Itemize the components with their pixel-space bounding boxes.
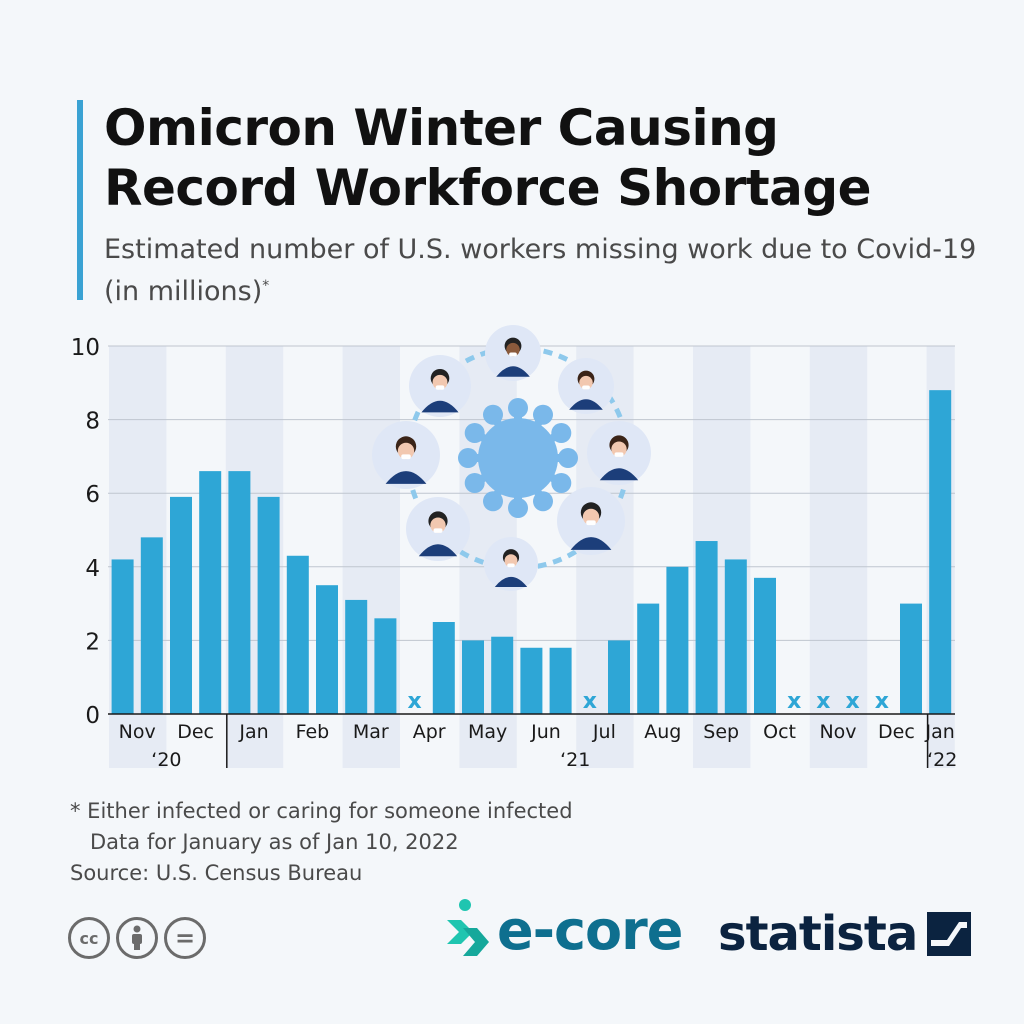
by-icon[interactable] [116, 917, 158, 959]
y-tick-label: 6 [85, 482, 100, 508]
virus-spike-tip [533, 404, 553, 425]
license-icons: cc = [68, 917, 206, 959]
x-month-label: Dec [177, 721, 214, 743]
virus-spike-tip [464, 423, 485, 443]
worker-avatar-icon [485, 325, 541, 381]
y-tick-label: 2 [85, 629, 100, 655]
virus-spike-tip [558, 448, 578, 468]
no-data-marker: x [875, 689, 889, 714]
ecore-logo[interactable]: e-core [443, 898, 683, 962]
bar [724, 559, 747, 714]
virus-spike-tip [464, 473, 485, 493]
footnote: * Either infected or caring for someone … [70, 799, 573, 823]
worker-avatar-icon [587, 421, 651, 485]
bar [695, 541, 718, 714]
statista-wordmark: statista [718, 906, 918, 962]
axes: 0 2 4 6 8 10 Nov Dec Jan Feb Mar Apr May Jun Jul Aug Sep… [71, 335, 958, 771]
covid-workers-illustration [372, 325, 651, 591]
source: Source: U.S. Census Bureau [70, 861, 363, 885]
subtitle-text: Estimated number of U.S. workers missing… [104, 234, 977, 307]
bar [228, 471, 251, 714]
y-tick-label: 10 [71, 335, 100, 361]
bar [929, 390, 952, 714]
x-month-label: Jun [530, 721, 561, 743]
worker-avatar-icon [558, 358, 614, 414]
virus-spike-tip [551, 473, 572, 493]
nd-icon[interactable]: = [164, 917, 206, 959]
x-month-label: Aug [644, 721, 681, 743]
bar [140, 537, 163, 714]
bar [462, 640, 484, 714]
x-month-label: Sep [703, 721, 739, 743]
virus-spike-tip [533, 491, 553, 512]
no-data-marker: x [816, 689, 830, 714]
virus-spike-tip [483, 491, 503, 512]
x-year-label: ‘22 [927, 749, 957, 771]
no-data-marker: x [583, 689, 597, 714]
bar [900, 603, 922, 714]
statista-mark-icon [927, 912, 972, 956]
worker-avatar-icon [406, 497, 470, 561]
bar [316, 585, 338, 714]
bar [199, 471, 222, 714]
bar [754, 577, 776, 714]
ecore-mark-icon [447, 899, 489, 956]
x-month-label: Jan [925, 721, 955, 743]
bar [549, 647, 572, 714]
virus-icon [478, 418, 558, 498]
x-month-label: Nov [819, 721, 856, 743]
x-month-label: Apr [413, 721, 446, 743]
x-month-label: Feb [296, 721, 330, 743]
month-band [809, 346, 868, 768]
bar [374, 618, 397, 714]
bar [432, 622, 455, 714]
bar [666, 566, 689, 714]
worker-avatar-icon [484, 537, 538, 591]
no-data-marker: x [407, 689, 421, 714]
y-tick-label: 0 [85, 703, 100, 729]
virus-spike-tip [483, 404, 503, 425]
x-month-label: Dec [878, 721, 915, 743]
bar [608, 640, 630, 714]
x-month-label: Jul [592, 721, 616, 743]
ecore-wordmark: e-core [497, 898, 683, 962]
x-month-label: Oct [763, 721, 796, 743]
person-glyph [132, 925, 142, 950]
y-tick-label: 8 [85, 409, 100, 435]
worker-avatar-icon [372, 421, 440, 489]
no-data-marker: x [787, 689, 801, 714]
no-data-marker: x [845, 689, 859, 714]
cc-icon[interactable]: cc [68, 917, 110, 959]
virus-spike-tip [508, 498, 528, 518]
bar [257, 496, 280, 714]
x-month-label: May [468, 721, 507, 743]
bar [491, 636, 514, 714]
title-accent-bar [77, 100, 83, 300]
x-month-label: Mar [353, 721, 389, 743]
bar [286, 555, 309, 714]
virus-spike-tip [551, 423, 572, 443]
x-month-label: Nov [119, 721, 156, 743]
bar [111, 559, 134, 714]
bar [520, 647, 543, 714]
y-tick-label: 4 [85, 556, 100, 582]
worker-avatar-icon [557, 487, 625, 555]
bar [170, 496, 192, 714]
virus-spike-tip [458, 448, 478, 468]
bar [637, 603, 660, 714]
page-title: Omicron Winter Causing Record Workforce … [104, 99, 872, 217]
x-year-label: ‘21 [560, 749, 590, 771]
x-month-label: Jan [238, 721, 268, 743]
subtitle-footnote-mark: * [262, 278, 270, 294]
statista-logo[interactable]: statista [718, 906, 972, 962]
data-note: Data for January as of Jan 10, 2022 [90, 830, 459, 854]
bar [345, 599, 368, 714]
chart-notes: * Either infected or caring for someone … [70, 796, 573, 889]
worker-avatar-icon [409, 355, 471, 417]
page-subtitle: Estimated number of U.S. workers missing… [104, 232, 984, 310]
x-year-label: ‘20 [151, 749, 181, 771]
virus-spike-tip [508, 398, 528, 418]
